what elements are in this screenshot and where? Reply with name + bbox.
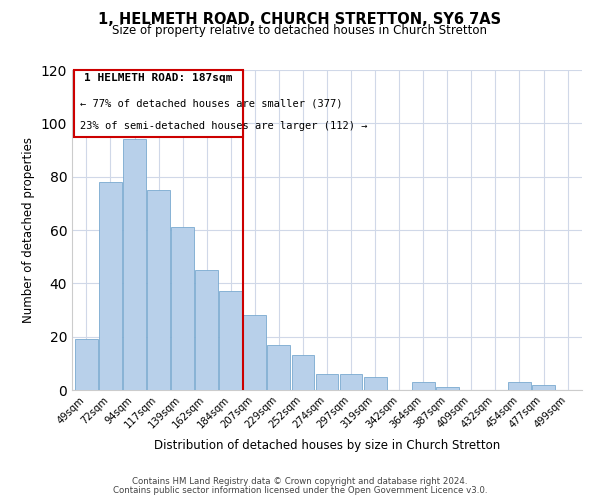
Bar [508,382,531,390]
Text: Contains public sector information licensed under the Open Government Licence v3: Contains public sector information licen… [113,486,487,495]
Bar [292,356,314,390]
Text: 1, HELMETH ROAD, CHURCH STRETTON, SY6 7AS: 1, HELMETH ROAD, CHURCH STRETTON, SY6 7A… [98,12,502,28]
X-axis label: Distribution of detached houses by size in Church Stretton: Distribution of detached houses by size … [154,439,500,452]
Bar [316,374,338,390]
Bar [171,228,194,390]
Text: Contains HM Land Registry data © Crown copyright and database right 2024.: Contains HM Land Registry data © Crown c… [132,477,468,486]
Bar [75,340,98,390]
Bar [195,270,218,390]
Bar [340,374,362,390]
Y-axis label: Number of detached properties: Number of detached properties [22,137,35,323]
FancyBboxPatch shape [74,70,243,136]
Bar [532,384,555,390]
Text: 23% of semi-detached houses are larger (112) →: 23% of semi-detached houses are larger (… [80,121,367,131]
Text: ← 77% of detached houses are smaller (377): ← 77% of detached houses are smaller (37… [80,99,342,109]
Text: 1 HELMETH ROAD: 187sqm: 1 HELMETH ROAD: 187sqm [85,73,233,83]
Bar [412,382,434,390]
Bar [99,182,122,390]
Bar [123,140,146,390]
Bar [268,344,290,390]
Bar [147,190,170,390]
Bar [244,316,266,390]
Bar [436,388,459,390]
Bar [364,376,386,390]
Bar [220,292,242,390]
Text: Size of property relative to detached houses in Church Stretton: Size of property relative to detached ho… [113,24,487,37]
